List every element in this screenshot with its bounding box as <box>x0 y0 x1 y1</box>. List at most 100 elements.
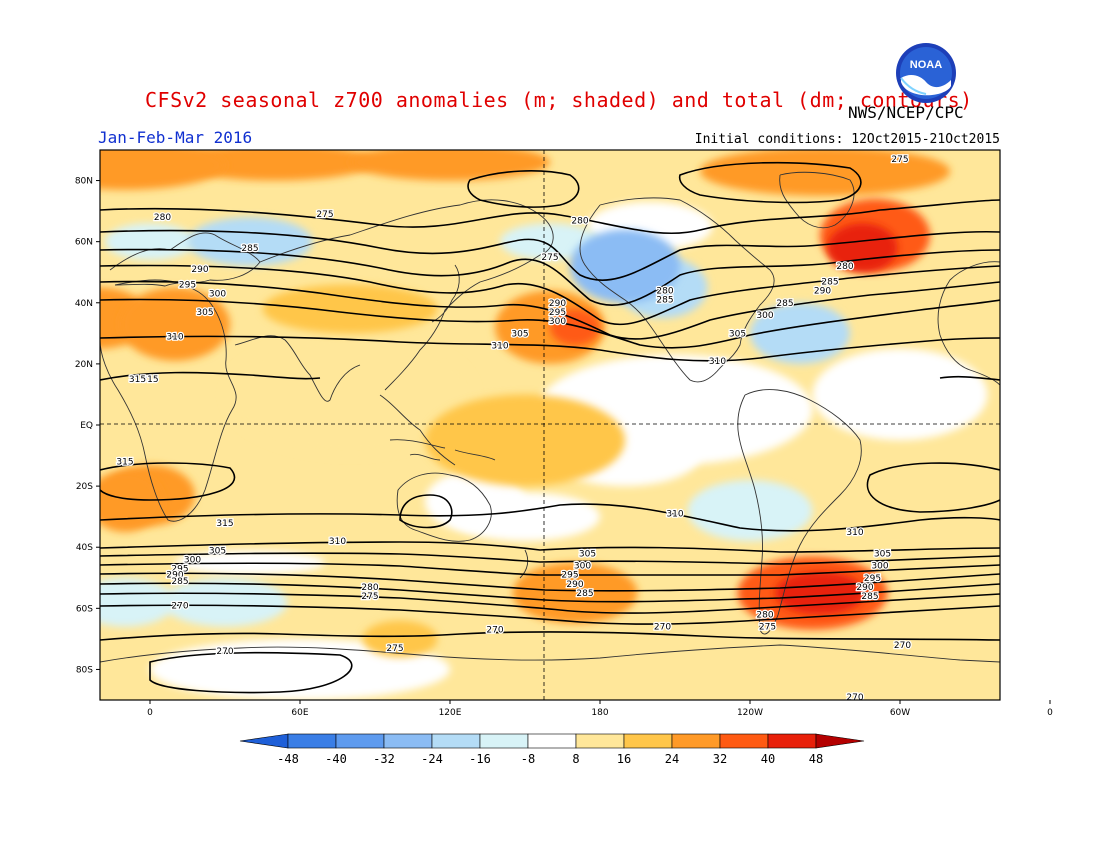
colorbar-segment <box>431 733 481 749</box>
contour-label: 285 <box>576 589 593 599</box>
colorbar-segment <box>623 733 673 749</box>
colorbar-segment <box>767 733 817 749</box>
contour-label: 315 <box>129 375 146 385</box>
lat-label: 20N <box>75 360 93 370</box>
contour-label: 305 <box>874 549 891 559</box>
anomaly-region <box>100 470 163 532</box>
colorbar-right-arrow <box>815 733 865 749</box>
colorbar-segment <box>575 733 625 749</box>
colorbar-label: -32 <box>373 752 395 766</box>
colorbar-segment <box>383 733 433 749</box>
contour-label: 285 <box>656 296 673 306</box>
contour-label: 315 <box>116 458 133 468</box>
colorbar-label: 32 <box>713 752 727 766</box>
colorbar-segment <box>671 733 721 749</box>
contour-label: 280 <box>154 213 171 223</box>
anomaly-region <box>187 217 313 267</box>
contour-label: 290 <box>566 580 583 590</box>
lat-label: 60S <box>76 604 93 614</box>
contour-label: 275 <box>541 253 558 263</box>
contour-label: 290 <box>856 583 873 593</box>
colorbar-label: -48 <box>277 752 299 766</box>
lon-label: 180 <box>591 708 608 718</box>
contour-label: 290 <box>549 299 566 309</box>
contour-label: 305 <box>579 549 596 559</box>
lon-label: 120E <box>439 708 462 718</box>
anomaly-region-neutral <box>175 550 325 575</box>
noaa-logo: NOAA <box>896 43 956 103</box>
anomaly-region <box>262 284 438 334</box>
contour-label: 305 <box>209 546 226 556</box>
colorbar-left-arrow <box>239 733 289 749</box>
contour-label: 270 <box>894 641 911 651</box>
grid-lines <box>100 150 1000 700</box>
anomaly-region <box>175 150 375 181</box>
anomaly-region <box>700 150 950 196</box>
anomaly-region <box>162 577 288 627</box>
anomaly-region <box>105 223 195 260</box>
contour-label: 300 <box>574 562 591 572</box>
contour-label: 270 <box>846 693 863 703</box>
contour-label: 295 <box>864 574 881 584</box>
contour-label: 270 <box>216 647 233 657</box>
anomaly-region <box>350 150 550 181</box>
contour-label: 310 <box>666 510 683 520</box>
chart-title: CFSv2 seasonal z700 anomalies (m; shaded… <box>145 88 973 112</box>
height-contours <box>100 161 1000 694</box>
contour-label: 275 <box>316 210 333 220</box>
contour-label: 285 <box>776 299 793 309</box>
anomaly-region <box>550 308 600 346</box>
contour-label: 275 <box>891 155 908 165</box>
contour-label: 300 <box>184 555 201 565</box>
contour-label: 310 <box>166 332 183 342</box>
lat-label: 80N <box>75 177 93 187</box>
anomaly-region-neutral <box>812 348 988 441</box>
noaa-logo-text: NOAA <box>910 59 942 71</box>
contour-label: 280 <box>836 262 853 272</box>
contour-label: 285 <box>861 592 878 602</box>
colorbar-label: -16 <box>469 752 491 766</box>
contour-label: 300 <box>209 290 226 300</box>
contour-label: 295 <box>561 571 578 581</box>
colorbar-segment <box>287 733 337 749</box>
lat-label: EQ <box>80 421 93 431</box>
contour-label: 305 <box>729 329 746 339</box>
contour-label: 280 <box>756 610 773 620</box>
contour-label: 280 <box>361 583 378 593</box>
lon-label: 0 <box>147 708 153 718</box>
colorbar-label: 16 <box>617 752 631 766</box>
anomaly-region <box>570 229 680 303</box>
colorbar-label: -40 <box>325 752 347 766</box>
anomaly-region <box>425 394 625 487</box>
contour-label: 310 <box>329 537 346 547</box>
lat-label: 40S <box>76 543 93 553</box>
lon-label: 60E <box>291 708 308 718</box>
colorbar-label: 40 <box>761 752 775 766</box>
contour-label: 280 <box>571 216 588 226</box>
contour-label: 305 <box>196 308 213 318</box>
anomaly-region <box>827 223 898 273</box>
colorbar-label: 48 <box>809 752 823 766</box>
contour-label: 310 <box>491 342 508 352</box>
colorbar-label: 24 <box>665 752 679 766</box>
contour-label: 270 <box>486 626 503 636</box>
contour-label: 315 <box>216 519 233 529</box>
colorbar-label: -8 <box>521 752 535 766</box>
contour-label: 310 <box>709 357 726 367</box>
colorbar-label: 8 <box>572 752 579 766</box>
colorbar-segment <box>719 733 769 749</box>
contour-label: 305 <box>511 329 528 339</box>
colorbar-segment <box>479 733 529 749</box>
colorbar: -48 -40 -32 -24 -16 -8 8 16 24 32 40 48 <box>239 733 865 766</box>
lon-label: 60W <box>890 708 910 718</box>
contour-label: 295 <box>171 565 188 575</box>
anomaly-region <box>500 223 600 260</box>
anomaly-region <box>120 287 230 361</box>
contour-label: 285 <box>821 277 838 287</box>
anomaly-region <box>687 480 813 542</box>
anomaly-region <box>425 470 525 532</box>
anomaly-region <box>362 620 438 658</box>
contour-label: 290 <box>191 265 208 275</box>
colorbar-label: -24 <box>421 752 443 766</box>
